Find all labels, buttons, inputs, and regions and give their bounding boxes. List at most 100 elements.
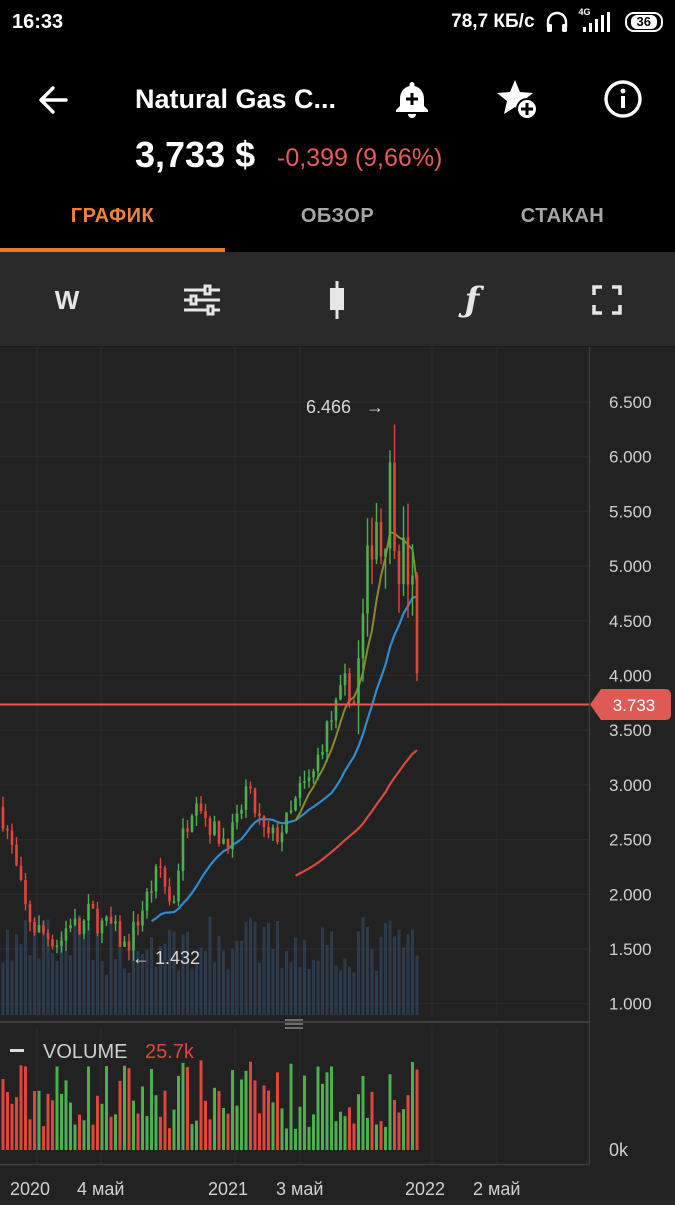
volume-bar: [82, 1120, 86, 1150]
candle: [159, 866, 162, 868]
volume-bar: [379, 1121, 383, 1150]
volume-bar: [321, 1083, 324, 1150]
candle: [204, 811, 207, 819]
candle: [145, 891, 149, 911]
volume-overlay-bar: [312, 959, 315, 1015]
volume-bar: [10, 1103, 14, 1150]
candle: [231, 822, 234, 850]
tab-orderbook[interactable]: СТАКАН: [520, 205, 605, 227]
volume-overlay-bar: [280, 968, 284, 1015]
battery-level: 36: [630, 15, 657, 29]
volume-bar: [406, 1095, 410, 1150]
volume-bar: [46, 1093, 50, 1150]
price-tick: 5.500: [609, 502, 652, 521]
volume-bar: [393, 1100, 396, 1150]
chart-toolbar: W ƒ: [0, 252, 675, 347]
volume-bar: [6, 1092, 9, 1150]
candle: [366, 545, 369, 614]
network-type: 4G: [578, 7, 591, 17]
candle: [132, 921, 135, 951]
volume-overlay-bar: [19, 944, 23, 1015]
headphones-icon: [546, 11, 567, 32]
volume-toggle-icon[interactable]: [10, 1049, 24, 1052]
pane-resize-handle[interactable]: [285, 1019, 303, 1029]
function-icon[interactable]: ƒ: [464, 280, 480, 320]
net-speed: 78,7 КБ/с: [451, 11, 535, 32]
candle: [73, 918, 77, 926]
volume-overlay-bar: [406, 934, 410, 1015]
volume-bar: [28, 1119, 32, 1150]
volume-bar: [370, 1091, 374, 1150]
time-axis: 2020 4 май 2021 3 май 2022 2 май: [10, 1179, 520, 1199]
volume-overlay-bar: [145, 949, 149, 1015]
volume-bar: [316, 1066, 320, 1150]
instrument-title: Natural Gas C...: [135, 84, 337, 114]
volume-bar: [64, 1080, 68, 1150]
candle: [294, 797, 297, 811]
volume-overlay: [1, 915, 419, 1015]
candle: [199, 803, 203, 812]
candle: [262, 816, 266, 827]
volume-overlay-bar: [204, 951, 207, 1015]
info-icon[interactable]: [600, 76, 646, 122]
volume-overlay-bar: [91, 960, 95, 1015]
volume-overlay-bar: [325, 944, 329, 1015]
volume-overlay-bar: [190, 968, 194, 1015]
sliders-icon[interactable]: [180, 278, 224, 322]
candle: [217, 821, 221, 844]
candle: [10, 830, 14, 845]
current-price: 3,733 $: [135, 134, 256, 175]
volume-bar: [213, 1087, 216, 1150]
signal-icon: 4G: [579, 7, 615, 33]
volume-overlay-bar: [307, 968, 311, 1015]
candlestick-icon[interactable]: [315, 278, 359, 322]
candle: [226, 838, 230, 850]
volume-bar: [33, 1090, 36, 1150]
volume-bar: [253, 1080, 257, 1150]
candle: [141, 910, 144, 926]
tab-overview[interactable]: ОБЗОР: [300, 205, 375, 227]
volume-overlay-bar: [6, 929, 9, 1015]
volume-bar: [132, 1100, 135, 1150]
volume-overlay-bar: [217, 936, 221, 1015]
bell-plus-icon[interactable]: [389, 76, 435, 122]
candle: [334, 699, 338, 721]
tab-chart[interactable]: ГРАФИК: [0, 196, 225, 252]
volume-overlay-bar: [105, 974, 108, 1015]
volume-overlay-bar: [361, 917, 365, 1015]
volume-overlay-bar: [141, 953, 144, 1015]
volume-bar: [285, 1128, 288, 1150]
volume-bar: [303, 1075, 306, 1150]
volume-bar: [42, 1126, 45, 1150]
volume-bar: [411, 1062, 414, 1150]
price-tick: 1.000: [609, 995, 652, 1014]
chart-area[interactable]: 6.500 6.000 5.500 5.000 4.500 4.000 3.500 3.000…: [0, 347, 675, 1200]
fullscreen-icon[interactable]: [585, 278, 629, 322]
price-chart[interactable]: 6.500 6.000 5.500 5.000 4.500 4.000 3.500 3.000…: [0, 347, 675, 1200]
price-tick: 3.000: [609, 776, 652, 795]
volume-overlay-bar: [370, 949, 374, 1015]
star-plus-icon[interactable]: [494, 76, 540, 122]
volume-bar: [271, 1102, 275, 1150]
candle: [289, 810, 293, 813]
candle: [177, 870, 180, 902]
volume-bar: [123, 1065, 126, 1150]
price-axis: 6.500 6.000 5.500 5.000 4.500 4.000 3.500 3.000…: [609, 393, 652, 1014]
volume-overlay-bar: [123, 968, 126, 1015]
volume-bar: [55, 1066, 59, 1150]
back-arrow-icon[interactable]: [32, 78, 76, 122]
volume-overlay-bar: [195, 963, 198, 1015]
volume-bar: [262, 1085, 266, 1150]
candle: [222, 838, 225, 844]
volume-bar: [114, 1114, 117, 1150]
volume-overlay-bar: [415, 955, 419, 1015]
min-arrow-icon: ←: [132, 948, 150, 968]
candle: [172, 901, 176, 903]
max-price-label: 6.466: [306, 397, 351, 417]
candle: [181, 828, 185, 871]
candle: [19, 865, 23, 881]
volume-bar: [177, 1075, 180, 1150]
timeframe-button[interactable]: W: [54, 284, 80, 315]
volume-bar: [199, 1060, 203, 1150]
moving-averages: [150, 531, 418, 923]
